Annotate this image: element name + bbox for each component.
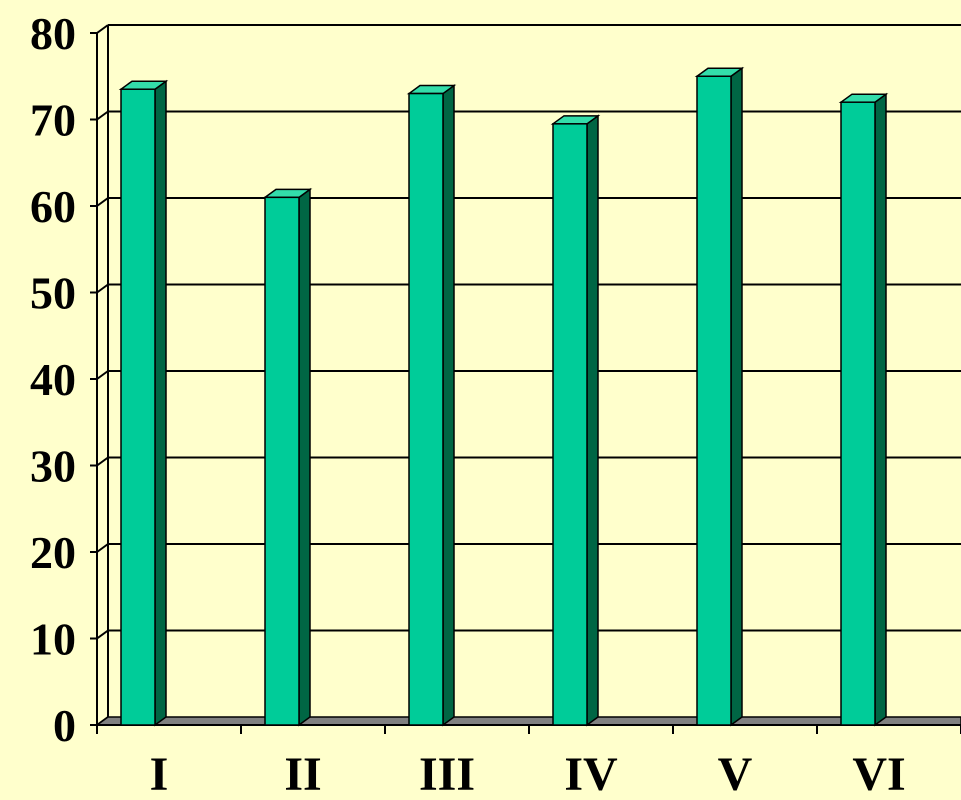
y-tick-label: 70	[30, 95, 76, 146]
x-tick-label: V	[718, 748, 753, 795]
x-tick-labels: I II III IV V VI	[150, 748, 906, 800]
y-tick-label: 40	[30, 354, 76, 405]
bar-side	[442, 84, 455, 727]
y-tick-label: 60	[30, 181, 76, 232]
depth-tick	[96, 110, 109, 121]
bar	[840, 101, 876, 726]
bar-IV	[550, 114, 601, 727]
bar	[120, 88, 156, 726]
bar	[552, 123, 588, 726]
y-tick-label: 0	[53, 700, 76, 751]
bar	[696, 75, 732, 726]
bar-II	[262, 187, 313, 727]
depth-tick	[96, 543, 109, 553]
y-tick-label: 30	[30, 441, 76, 492]
y-tick-labels: 0 10 20 30 40 50 60 70 80	[30, 8, 76, 751]
bar-side	[874, 92, 887, 727]
x-tick-label: VI	[852, 748, 905, 795]
bar-side	[154, 79, 167, 727]
depth-tick	[96, 370, 109, 380]
x-tick-label: IV	[564, 748, 618, 795]
bar-VI	[838, 92, 889, 727]
depth-tick	[96, 197, 109, 207]
y-tick-label: 10	[30, 614, 76, 665]
x-tick-label: I	[150, 748, 169, 795]
y-tick-label: 20	[30, 527, 76, 578]
depth-tick	[96, 456, 109, 467]
y-tick-label: 80	[30, 8, 76, 59]
bar-V	[694, 66, 745, 727]
bar-side	[586, 114, 599, 727]
depth-tick	[96, 283, 109, 294]
bar	[264, 196, 300, 726]
axes	[90, 24, 961, 734]
chart-floor	[94, 716, 961, 726]
x-tick-label: III	[419, 748, 475, 795]
gridlines	[108, 24, 961, 632]
bar-I	[118, 79, 169, 727]
x-tick-label: II	[284, 748, 321, 795]
bar-side	[298, 187, 311, 727]
depth-tick	[96, 24, 109, 34]
bar	[408, 92, 444, 726]
bars	[118, 66, 889, 727]
bar-side	[730, 66, 743, 727]
y-tick-label: 50	[30, 268, 76, 319]
depth-tick	[96, 629, 109, 640]
bar-III	[406, 84, 457, 727]
